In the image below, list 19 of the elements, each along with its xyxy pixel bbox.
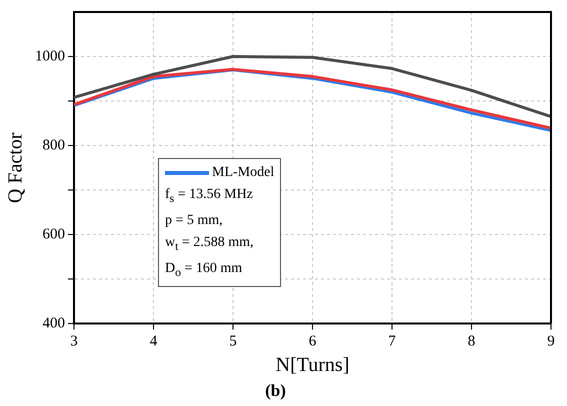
x-tick-label: 5 [229,334,237,350]
legend-label: ML-Model [212,164,274,182]
x-tick-label: 4 [150,334,158,350]
annotation: f$_{s}$ = 13.56 MHz [165,186,254,207]
annotation: D$_{o}$ = 160 mm [165,260,244,280]
y-tick-label: 1000 [35,48,65,64]
x-tick-label: 3 [70,334,78,350]
y-tick-label: 400 [42,316,65,332]
x-tick-label: 9 [547,334,555,350]
x-tick-label: 8 [468,334,476,350]
x-tick-label: 6 [308,334,317,350]
x-axis-title: N[Turns] [276,354,350,376]
y-axis-title: Q Factor [4,132,26,204]
y-tick-label: 800 [42,137,65,154]
y-tick-label: 600 [42,226,65,243]
annotation: w$_{t}$ = 2.588 mm, [165,234,255,255]
x-tick-label: 7 [388,334,396,350]
annotation: p = 5 mm, [165,212,224,230]
text: (b) [265,381,286,400]
